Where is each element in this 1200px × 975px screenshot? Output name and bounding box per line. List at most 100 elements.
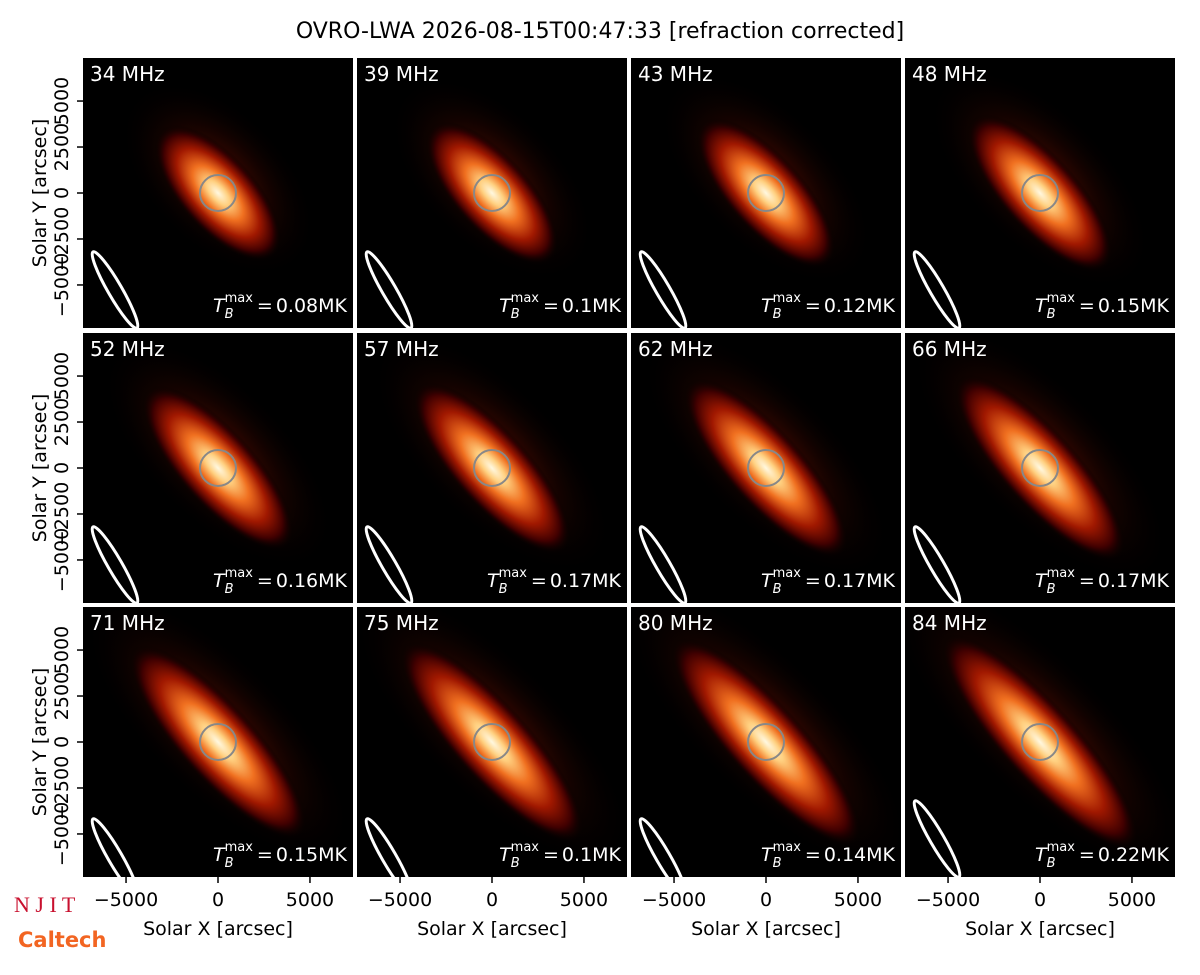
- y-tick-label: −2500: [51, 207, 73, 271]
- y-axis-label: Solar Y [arcsec]: [29, 394, 51, 542]
- tb-eq: =: [805, 570, 821, 592]
- x-tick-label: −5000: [642, 889, 706, 911]
- frequency-label: 52 MHz: [90, 337, 165, 361]
- tb-max: TBmax = 0.15MK: [213, 840, 347, 871]
- solar-disk: [199, 174, 237, 212]
- frequency-label: 48 MHz: [912, 62, 987, 86]
- y-tick-label: 5000: [51, 626, 73, 674]
- tb-sub: B: [225, 307, 234, 322]
- tb-max: TBmax = 0.12MK: [761, 291, 895, 322]
- frequency-label: 34 MHz: [90, 62, 165, 86]
- x-axis-label: Solar X [arcsec]: [143, 918, 293, 940]
- x-tick-label: 5000: [560, 889, 608, 911]
- tb-value: 0.17MK: [824, 570, 896, 592]
- tb-sup: max: [225, 291, 254, 306]
- tb-value: 0.17MK: [1098, 570, 1170, 592]
- caltech-logo: Caltech: [18, 928, 106, 952]
- title: OVRO-LWA 2026-08-15T00:47:33 [refraction…: [296, 19, 904, 44]
- tb-eq: =: [543, 844, 559, 866]
- tb-value: 0.14MK: [824, 844, 896, 866]
- panel: 34 MHz TBmax = 0.08MK: [83, 58, 353, 328]
- tb-value: 0.16MK: [276, 570, 348, 592]
- tb-symbol: T: [1035, 295, 1048, 317]
- beam: [364, 525, 414, 603]
- tb-eq: =: [257, 295, 273, 317]
- tb-sup: max: [225, 566, 254, 581]
- tb-sup: max: [1047, 291, 1076, 306]
- solar-disk: [747, 174, 785, 212]
- tb-eq: =: [1079, 570, 1095, 592]
- panel: 66 MHz TBmax = 0.17MK: [905, 333, 1175, 603]
- y-tick-label: 0: [51, 736, 73, 748]
- tb-sup: max: [511, 291, 540, 306]
- tb-eq: =: [257, 570, 273, 592]
- tb-symbol: T: [499, 844, 512, 866]
- tb-value: 0.17MK: [550, 570, 622, 592]
- tb-max: TBmax = 0.16MK: [213, 566, 347, 597]
- image: [905, 607, 1175, 877]
- tb-value: 0.1MK: [562, 844, 622, 866]
- tb-max: TBmax = 0.1MK: [499, 291, 621, 322]
- tb-symbol: T: [213, 295, 226, 317]
- emission: [683, 378, 849, 558]
- y-tick-label: 5000: [51, 77, 73, 125]
- tb-sub: B: [499, 582, 508, 597]
- emission: [142, 385, 294, 551]
- frequency-label: 71 MHz: [90, 611, 165, 635]
- beam: [912, 525, 962, 603]
- emission: [412, 382, 572, 554]
- frequency-label: 43 MHz: [638, 62, 713, 86]
- tb-sup: max: [1047, 566, 1076, 581]
- tb-symbol: T: [213, 844, 226, 866]
- solar-disk: [473, 449, 511, 487]
- x-tick-label: 5000: [834, 889, 882, 911]
- frequency-label: 80 MHz: [638, 611, 713, 635]
- tb-sup: max: [773, 291, 802, 306]
- y-tick-label: 2500: [51, 123, 73, 171]
- y-tick-label: 0: [51, 187, 73, 199]
- tb-sup: max: [1047, 840, 1076, 855]
- tb-sub: B: [1047, 307, 1056, 322]
- tb-sup: max: [499, 566, 528, 581]
- emission: [425, 121, 559, 265]
- tb-sup: max: [773, 840, 802, 855]
- x-tick-label: 0: [1034, 889, 1046, 911]
- tb-sub: B: [1047, 582, 1056, 597]
- tb-max: TBmax = 0.14MK: [761, 840, 895, 871]
- emission: [670, 637, 862, 847]
- tb-symbol: T: [761, 295, 774, 317]
- panel: 39 MHz TBmax = 0.1MK: [357, 58, 627, 328]
- tb-symbol: T: [487, 570, 500, 592]
- tb-eq: =: [1079, 295, 1095, 317]
- beam: [364, 250, 414, 328]
- tb-max: TBmax = 0.17MK: [761, 566, 895, 597]
- y-tick-label: −5000: [51, 528, 73, 592]
- solar-disk: [1021, 449, 1059, 487]
- panel: 43 MHz TBmax = 0.12MK: [631, 58, 901, 328]
- tb-sub: B: [773, 307, 782, 322]
- tb-eq: =: [1079, 844, 1095, 866]
- image: [357, 607, 627, 877]
- x-tick-label: −5000: [916, 889, 980, 911]
- solar-disk: [199, 449, 237, 487]
- solar-disk: [1021, 723, 1059, 761]
- tb-eq: =: [531, 570, 547, 592]
- tb-symbol: T: [1035, 570, 1048, 592]
- tb-sup: max: [511, 840, 540, 855]
- frequency-label: 57 MHz: [364, 337, 439, 361]
- tb-symbol: T: [761, 844, 774, 866]
- y-tick-label: −2500: [51, 482, 73, 546]
- tb-sub: B: [511, 856, 520, 871]
- tb-eq: =: [805, 844, 821, 866]
- x-tick-label: 5000: [286, 889, 334, 911]
- image: [90, 80, 317, 328]
- panel: 80 MHz TBmax = 0.14MK: [631, 607, 901, 877]
- x-axis-label: Solar X [arcsec]: [691, 918, 841, 940]
- tb-value: 0.15MK: [276, 844, 348, 866]
- frequency-label: 84 MHz: [912, 611, 987, 635]
- tb-symbol: T: [213, 570, 226, 592]
- y-tick-label: 2500: [51, 398, 73, 446]
- panel: 71 MHz TBmax = 0.15MK: [83, 607, 353, 877]
- tb-max: TBmax = 0.17MK: [1035, 566, 1169, 597]
